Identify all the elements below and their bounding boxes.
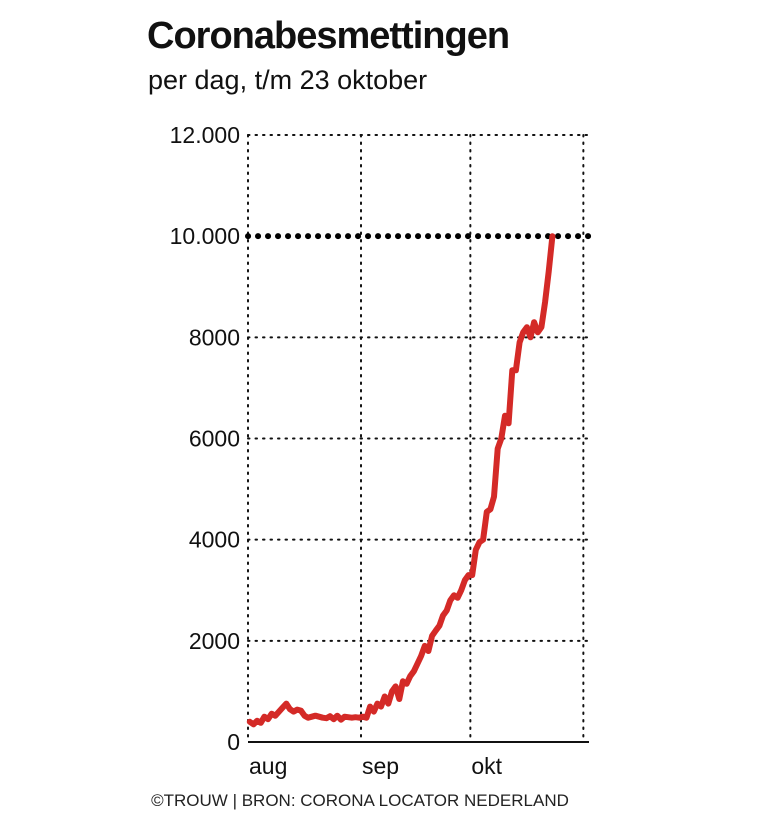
series-line — [246, 233, 556, 728]
y-tick-label: 0 — [227, 729, 240, 755]
series — [246, 233, 556, 728]
chart-subtitle: per dag, t/m 23 oktober — [148, 65, 427, 95]
y-axis-ticks: 0 2000 4000 6000 8000 10.000 12.000 — [170, 122, 240, 755]
y-tick-label: 4000 — [189, 527, 240, 553]
x-tick-label: sep — [362, 753, 399, 779]
y-tick-label: 10.000 — [170, 223, 240, 249]
x-tick-label: okt — [471, 753, 502, 779]
y-tick-label: 2000 — [189, 628, 240, 654]
y-tick-label: 12.000 — [170, 122, 240, 148]
y-tick-label: 6000 — [189, 426, 240, 452]
source-credit: ©TROUW | BRON: CORONA LOCATOR NEDERLAND — [151, 791, 569, 810]
x-axis-ticks: aug sep okt — [249, 753, 503, 779]
chart-title: Coronabesmettingen — [147, 15, 509, 57]
y-tick-label: 8000 — [189, 324, 240, 350]
grid — [245, 134, 594, 743]
x-tick-label: aug — [249, 753, 287, 779]
